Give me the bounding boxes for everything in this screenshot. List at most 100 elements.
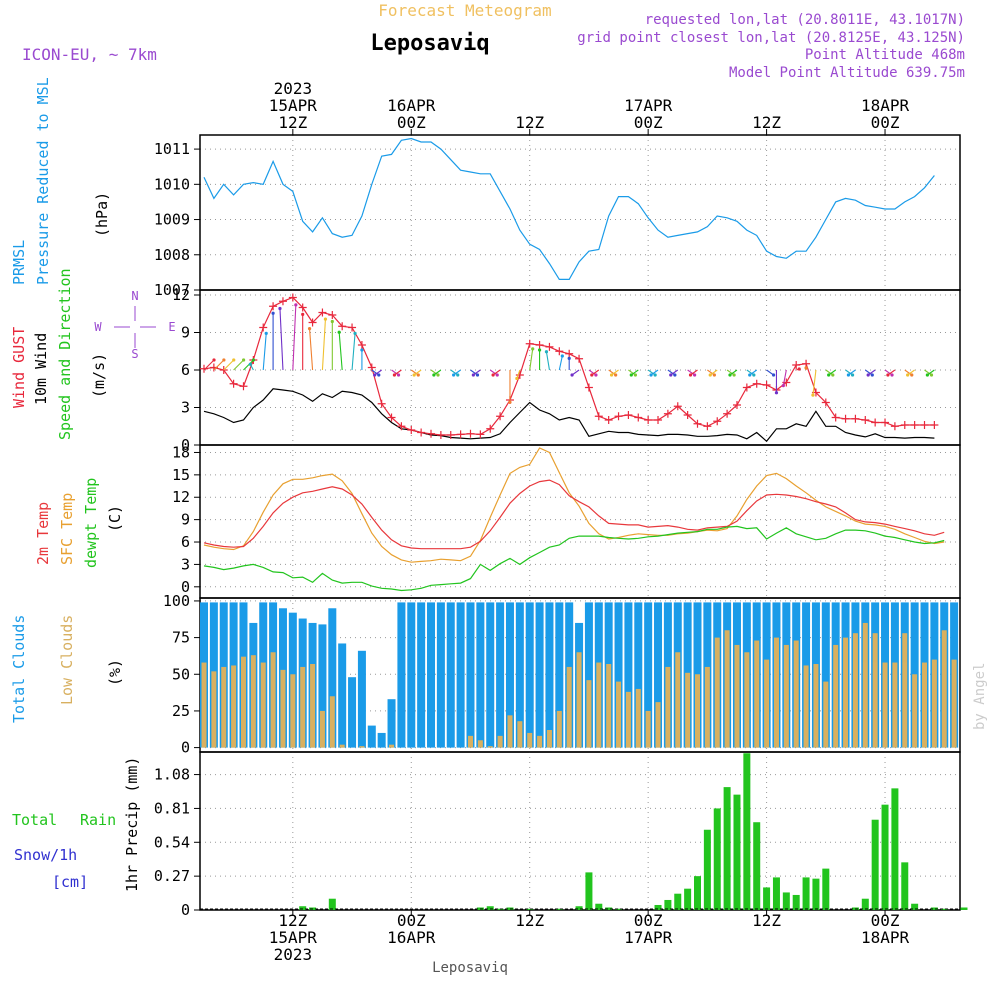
- wind-direction-arrow: [292, 304, 297, 371]
- gust-marker: [338, 322, 347, 331]
- wind-direction-arrowhead: [337, 330, 341, 334]
- top-time-label-t15: 2023: [274, 79, 313, 98]
- low-cloud-bar: [655, 702, 661, 748]
- wind-direction-arrowhead: [456, 373, 460, 377]
- wind-direction-arrowhead: [353, 331, 357, 335]
- total-cloud-bar: [515, 602, 524, 748]
- wind-direction-arrowhead: [693, 373, 697, 377]
- wind-tick-label: 9: [181, 324, 190, 342]
- temp-unit: (C): [106, 505, 124, 532]
- gust-marker: [673, 402, 682, 411]
- wind-direction-arrowhead: [925, 373, 929, 377]
- precip-bar: [299, 906, 307, 910]
- wind-direction-arrow: [338, 332, 343, 371]
- grid-point-coords: grid point closest lon,lat (20.8125E, 43…: [577, 30, 965, 46]
- wind-tick-label: 6: [181, 361, 190, 379]
- low-clouds-label: Low Clouds: [58, 615, 76, 705]
- dewpt-label: dewpt Temp: [82, 478, 100, 568]
- wind-direction-arrowhead: [633, 373, 638, 377]
- gust-marker: [496, 412, 505, 421]
- top-time-label-t18: 18APR: [861, 96, 910, 115]
- wind-direction-arrowhead: [412, 373, 416, 377]
- low-cloud-bar: [773, 637, 779, 748]
- model-name: ICON-EU, ~ 7km: [22, 45, 157, 64]
- low-cloud-bar: [675, 652, 681, 748]
- total-cloud-bar: [624, 602, 633, 748]
- wind-direction-arrowhead: [748, 373, 752, 377]
- precip-bar: [605, 907, 613, 910]
- wind-direction-arrowhead: [890, 373, 894, 377]
- gust-marker: [456, 430, 465, 439]
- precip-tick-label: 0: [181, 901, 190, 919]
- precip-bar: [674, 893, 682, 910]
- low-cloud-bar: [704, 666, 710, 748]
- total-cloud-bar: [496, 602, 505, 748]
- precip-tick-label: 0.54: [154, 833, 190, 851]
- gust-marker: [436, 431, 445, 439]
- low-cloud-bar: [635, 688, 641, 748]
- low-cloud-bar: [862, 622, 868, 748]
- low-cloud-bar: [467, 735, 473, 748]
- wind-direction-arrow: [321, 319, 326, 371]
- total-cloud-bar: [338, 643, 347, 748]
- precip-bar: [802, 877, 810, 910]
- wind-direction-arrowhead: [222, 358, 226, 362]
- precip-bar: [871, 819, 879, 910]
- total-cloud-bar: [436, 602, 445, 748]
- low-cloud-bar: [852, 633, 858, 748]
- pressure-label-2: Pressure Reduced to MSL: [34, 77, 52, 285]
- gust-marker: [634, 413, 643, 422]
- gust-marker: [269, 302, 278, 311]
- product-title: Forecast Meteogram: [378, 1, 551, 20]
- gust-marker: [920, 421, 929, 429]
- pressure-panel: [194, 134, 961, 291]
- wind-direction-arrowhead: [870, 373, 874, 377]
- precip-bar: [733, 794, 741, 910]
- gust-marker: [515, 371, 524, 379]
- low-cloud-bar: [546, 730, 552, 748]
- wind-direction-arrowhead: [614, 373, 618, 377]
- gust-marker: [732, 401, 741, 409]
- low-cloud-bar: [823, 681, 829, 748]
- wind-direction-arrowhead: [906, 373, 910, 377]
- clouds-tick-label: 100: [163, 592, 190, 610]
- wind-direction-arrowhead: [728, 373, 732, 377]
- precip-bar: [526, 908, 534, 910]
- temp2m-line: [203, 479, 945, 550]
- top-time-label-t17: 00Z: [634, 113, 663, 132]
- low-cloud-bar: [912, 674, 918, 748]
- wind-direction-arrowhead: [212, 358, 216, 362]
- low-cloud-bar: [339, 744, 345, 748]
- total-cloud-bar: [387, 699, 396, 748]
- bottom-time-label-b15: 2023: [274, 945, 313, 964]
- wind-direction-label: Speed and Direction: [56, 268, 74, 440]
- precip-bar: [861, 898, 869, 910]
- gust-marker: [308, 318, 317, 327]
- footer-location: Leposaviq: [432, 960, 508, 976]
- total-cloud-bar: [348, 677, 357, 748]
- low-cloud-bar: [497, 735, 503, 748]
- gust-marker: [792, 361, 801, 369]
- low-cloud-bar: [389, 744, 395, 748]
- low-cloud-bar: [576, 652, 582, 748]
- gust-marker: [377, 399, 386, 408]
- precip-bar: [615, 908, 623, 910]
- low-cloud-bar: [724, 630, 730, 748]
- wind-direction-arrowhead: [673, 373, 677, 377]
- gust-marker: [407, 426, 416, 434]
- compass-w: W: [94, 320, 102, 334]
- low-cloud-bar: [892, 662, 898, 748]
- pressure-tick-label: 1007: [154, 281, 190, 299]
- total-clouds-label: Total Clouds: [10, 615, 28, 723]
- gust-marker: [200, 364, 208, 373]
- wind-direction-arrowhead: [560, 354, 564, 358]
- gust-marker: [762, 381, 771, 389]
- wind-direction-arrowhead: [708, 373, 712, 377]
- low-cloud-bar: [487, 746, 493, 748]
- wind-direction-arrowhead: [396, 373, 401, 377]
- wind-direction-arrow: [213, 359, 225, 371]
- precip-bar: [763, 887, 771, 910]
- wind-direction-arrow: [262, 333, 267, 371]
- low-cloud-bar: [645, 710, 651, 748]
- low-cloud-bar: [556, 710, 562, 748]
